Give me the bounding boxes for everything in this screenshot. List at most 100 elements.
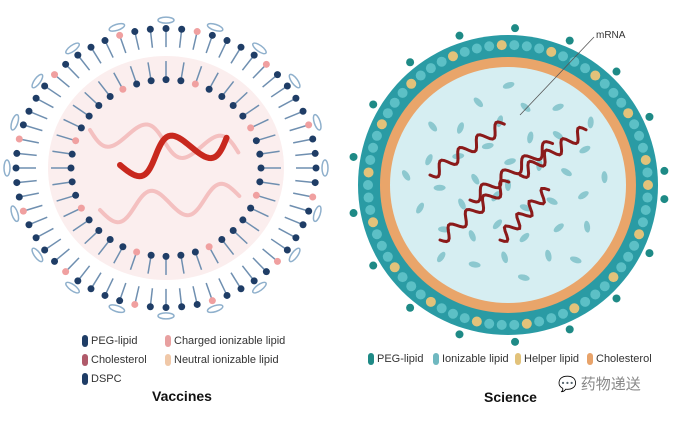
lipid-head [509,40,520,51]
lipid-head [223,37,231,45]
peg-chain [3,159,11,177]
lipid-head [558,51,569,62]
lipid-head [256,178,264,186]
lipid-head [178,25,186,33]
legend-item-cholesterol: Cholesterol [82,354,147,366]
lipid-head [67,164,75,172]
peg-chain [10,113,20,131]
lipid-head [599,281,610,292]
lipid-head [273,71,281,79]
lipid-head [447,308,458,319]
lipid-head [191,248,199,256]
peg-chain [251,281,267,294]
ionizable-lipid [546,197,558,205]
peg-lipid [612,67,621,76]
lipid-head [237,43,245,51]
lipid-head [13,179,21,187]
lipid-head [599,78,610,89]
callout-line [519,36,595,116]
lipid-head [363,192,374,203]
lipid-head [309,193,317,201]
legend-label: Cholesterol [91,354,147,366]
peg-lipid [406,58,415,67]
lipid-head [133,80,141,88]
peg-chain [206,304,224,314]
ionizable-lipid [458,198,466,210]
peg-chain [65,281,81,294]
lipid-head [77,204,85,212]
lipid-head [640,204,651,215]
lipid-head [447,51,458,62]
lipid-head [85,112,93,120]
peg-lipid [612,294,621,303]
lipid-head [162,252,170,260]
legend-item-peg: PEG-lipid [82,335,137,347]
lipid-head [116,297,124,305]
lipid-head [590,70,601,81]
lipid-head [406,281,417,292]
lipid-head [580,63,591,74]
lipid-head [640,155,651,166]
mrna-strand [117,132,230,180]
lipid-head [162,76,170,84]
lipid-head [484,41,495,52]
lipid-head [368,142,379,153]
lipid-head [634,229,645,240]
lipid-head [273,257,281,265]
lipid-head [162,304,170,311]
lipid-head [32,94,40,102]
ionizable-lipid [517,274,530,281]
lipid-head [62,268,70,276]
lipid-head [262,60,270,68]
lipid-head [484,318,495,329]
legend-label: Helper lipid [524,353,580,365]
peg-chain [108,22,126,32]
lipid-head [616,262,627,273]
lipid-head [177,77,185,85]
lipid-head [218,93,226,101]
ionizable-lipid [425,154,433,166]
lipid-head [250,277,258,285]
ionizable-lipid [552,103,564,111]
lipid-head [252,191,260,199]
lipid-head [376,240,387,251]
ionizable-lipid [545,249,552,262]
lipid-head [147,251,155,259]
lipid-head [368,217,379,228]
legend-label: Neutral ionizable lipid [174,354,279,366]
peg-chain [65,42,81,55]
lipid-head [590,289,601,300]
ionizable-lipid [587,116,594,129]
ionizable-lipid [504,158,516,165]
lipid-head [371,229,382,240]
lipid-head [72,191,80,199]
peg-lipid [455,31,464,40]
lipid-head [95,226,103,234]
lipid-head [13,149,21,157]
ionizable-lipid [456,122,464,134]
lipid-head [521,318,532,329]
lipid-head [101,291,109,299]
lipid-head [471,43,482,54]
lipid-head [252,137,260,145]
lipid-head [305,121,313,129]
legend-item-peg: PEG-lipid [368,353,423,365]
lipid-head [436,303,447,314]
lipid-head [311,149,319,157]
lipid-head [371,130,382,141]
peg-lipid [369,100,378,109]
mrna-callout: mRNA [596,30,626,41]
mrna-strand [438,178,511,244]
peg-lipid [565,325,574,334]
lipid-head [147,77,155,85]
lipid-head [546,46,557,57]
lipid-head [546,313,557,324]
lipid-head [292,94,300,102]
lipid-head [299,221,307,229]
peg-lipid [645,249,654,258]
lipid-head [521,41,532,52]
lipid-head [363,180,373,190]
lipid-head [237,285,245,293]
lipid-head [256,150,264,158]
peg-chain [206,22,224,32]
